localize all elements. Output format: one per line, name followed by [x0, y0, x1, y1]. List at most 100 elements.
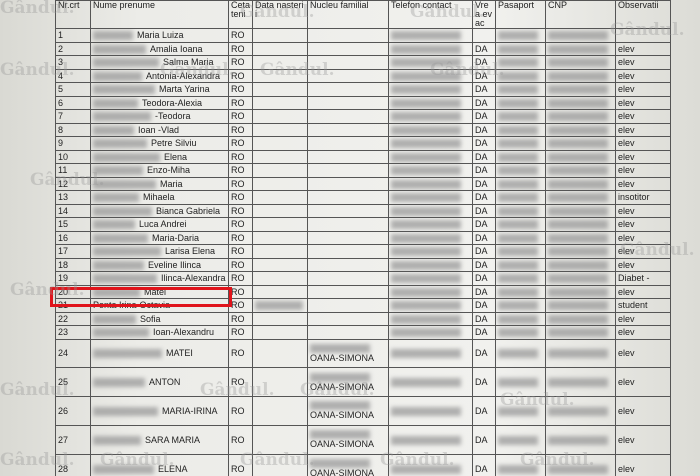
family-cell [307, 257, 389, 272]
phone-cell [388, 41, 473, 56]
name: Petre Silviu [151, 138, 197, 149]
redacted [391, 349, 461, 359]
name: Luca Andrei [139, 219, 187, 230]
birth-date [252, 367, 308, 398]
family-cell [307, 325, 389, 340]
redacted [391, 287, 461, 297]
observation: elev [615, 149, 671, 164]
phone-cell [388, 396, 473, 426]
table-row: 18 Eveline Ilinca RO DA elev [55, 257, 671, 272]
family-cell [307, 82, 389, 97]
redacted [548, 260, 608, 270]
evacuation: DA [472, 217, 496, 232]
cnp-cell [545, 244, 616, 259]
passport-cell [495, 311, 546, 326]
table-row: 1 Maria Luiza RO [55, 28, 671, 43]
evacuation: DA [472, 122, 496, 137]
redacted [498, 435, 538, 445]
redacted [93, 71, 142, 81]
cnp-cell [545, 203, 616, 218]
name: Larisa Elena [165, 246, 216, 257]
passport-cell [495, 136, 546, 151]
observation: elev [615, 311, 671, 326]
evacuation: DA [472, 367, 496, 398]
family-cell [307, 284, 389, 299]
table-row: 3 Salma Maria RO DA elev [55, 55, 671, 70]
name-cell: MATEI [90, 338, 229, 369]
name-cell: Petre Silviu [90, 136, 229, 151]
redacted [498, 247, 538, 257]
cnp-cell [545, 338, 616, 369]
row-number: 28 [55, 453, 91, 476]
cnp-cell [545, 424, 616, 455]
redacted [391, 206, 461, 216]
citizenship: RO [228, 424, 253, 455]
redacted [391, 31, 461, 41]
redacted [93, 98, 138, 108]
name: MARIA-IRINA [162, 405, 218, 416]
cnp-cell [545, 163, 616, 178]
birth-date [252, 325, 308, 340]
name-cell: Enzo-Miha [90, 163, 229, 178]
citizenship: RO [228, 28, 253, 43]
family: OANA-SIMONA [310, 468, 375, 476]
column-header: Telefon contact [388, 0, 473, 29]
name-cell: Antonia-Alexandra [90, 68, 229, 83]
passport-cell [495, 284, 546, 299]
birth-date [252, 136, 308, 151]
redacted [310, 372, 370, 382]
name: Enzo-Miha [147, 165, 191, 176]
name: Marta Yarina [159, 84, 210, 95]
citizenship: RO [228, 311, 253, 326]
observation: insotitor [615, 190, 671, 205]
cnp-cell [545, 136, 616, 151]
redacted [548, 220, 608, 230]
redacted [93, 435, 141, 445]
phone-cell [388, 122, 473, 137]
redacted [93, 314, 136, 324]
family-cell [307, 109, 389, 124]
birth-date [252, 271, 308, 286]
name-cell: ELENA [90, 453, 229, 476]
column-header: CNP [545, 0, 616, 29]
observation: elev [615, 136, 671, 151]
column-header: Vrea evac [472, 0, 496, 29]
name: Elena [164, 151, 188, 162]
name: Bianca Gabriela [156, 205, 221, 216]
passport-cell [495, 396, 546, 426]
family-cell [307, 163, 389, 178]
redacted [93, 139, 147, 149]
row-number: 15 [55, 217, 91, 232]
table-row: 25 ANTON RO OANA-SIMONA DA elev [55, 367, 671, 398]
evacuation: DA [472, 95, 496, 110]
table-body: 1 Maria Luiza RO 2 Amalia Ioana RO DA elev 3 Salm… [55, 28, 671, 476]
observation: elev [615, 244, 671, 259]
observation: elev [615, 284, 671, 299]
redacted [498, 274, 538, 284]
passport-cell [495, 257, 546, 272]
family-cell [307, 203, 389, 218]
citizenship: RO [228, 136, 253, 151]
citizenship: RO [228, 82, 253, 97]
observation: Diabet - [615, 271, 671, 286]
table-row: 15 Luca Andrei RO DA elev [55, 217, 671, 232]
observation: elev [615, 257, 671, 272]
evacuation: DA [472, 176, 496, 191]
evacuation: DA [472, 41, 496, 56]
family-cell [307, 68, 389, 83]
observation: elev [615, 176, 671, 191]
name: Mihaela [143, 192, 175, 203]
evacuation: DA [472, 149, 496, 164]
cnp-cell [545, 176, 616, 191]
redacted [498, 220, 538, 230]
citizenship: RO [228, 230, 253, 245]
highlight-box [50, 287, 232, 307]
name: SARA MARIA [145, 434, 201, 445]
redacted [498, 58, 538, 68]
redacted [548, 58, 608, 68]
citizenship: RO [228, 122, 253, 137]
observation: elev [615, 41, 671, 56]
name: Antonia-Alexandra [146, 70, 221, 81]
